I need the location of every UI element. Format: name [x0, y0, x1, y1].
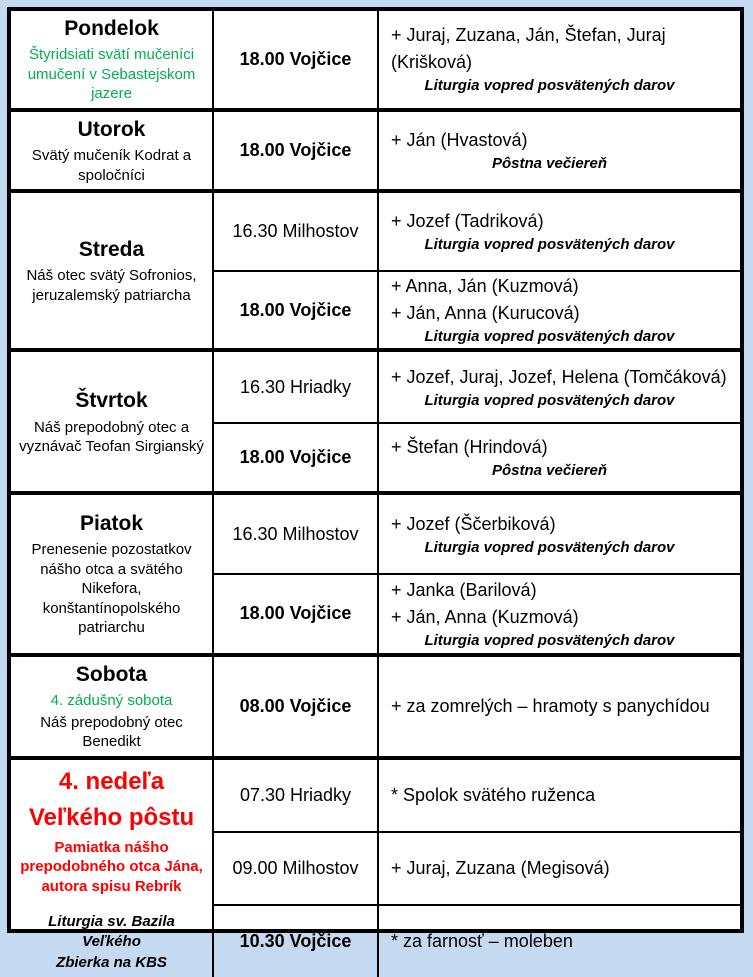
day-cell-nedela: 4. nedeľa Veľkého pôstu Pamiatka nášho p… — [11, 759, 214, 977]
time-place: 07.30 Hriadky — [214, 759, 379, 831]
service-row: 18.00 Vojčice + Juraj, Zuzana, Ján, Štef… — [214, 11, 740, 108]
services: 18.00 Vojčice + Juraj, Zuzana, Ján, Štef… — [214, 11, 740, 108]
intention-cell: + Jozef, Juraj, Jozef, Helena (Tomčáková… — [379, 352, 740, 422]
day-name: Utorok — [77, 117, 146, 141]
day-row-nedela: 4. nedeľa Veľkého pôstu Pamiatka nášho p… — [11, 755, 740, 977]
intention-cell: + Juraj, Zuzana, Ján, Štefan, Juraj (Kri… — [379, 11, 740, 108]
intention-line: + Juraj, Zuzana, Ján, Štefan, Juraj (Kri… — [391, 25, 666, 73]
day-cell-stvrtok: Štvrtok Náš prepodobný otec a vyznávač T… — [11, 352, 214, 492]
services: 16.30 Milhostov + Jozef (Ščerbiková) Lit… — [214, 495, 740, 653]
feast-description: Náš prepodobný otec a vyznávač Teofan Si… — [19, 418, 204, 456]
day-name: Piatok — [79, 512, 144, 536]
day-name: Štvrtok — [75, 389, 148, 413]
day-name: Streda — [78, 238, 145, 262]
intention-cell: + Janka (Barilová) + Ján, Anna (Kuzmová)… — [379, 575, 740, 653]
liturgical-schedule-table: Pondelok Štyridsiati svätí mučeníci umuč… — [7, 7, 744, 977]
day-row-streda: Streda Náš otec svätý Sofronios, jeruzal… — [11, 189, 740, 349]
time-place: 18.00 Vojčice — [214, 424, 379, 492]
day-cell-piatok: Piatok Prenesenie pozostatkov nášho otca… — [11, 495, 214, 653]
feast-description: Svätý mučeník Kodrat a spoločníci — [31, 147, 192, 184]
time-place: 18.00 Vojčice — [214, 271, 379, 349]
feast-description: Náš otec svätý Sofronios, jeruzalemský p… — [26, 267, 197, 304]
time-place: 18.00 Vojčice — [214, 11, 379, 108]
day-name: Sobota — [75, 662, 148, 686]
intention-cell: + Jozef (Tadriková) Liturgia vopred posv… — [379, 193, 740, 270]
day-row-sobota: Sobota 4. zádušný sobota Náš prepodobný … — [11, 652, 740, 756]
service-row: 16.30 Milhostov + Jozef (Tadriková) Litu… — [214, 193, 740, 270]
day-name: 4. nedeľa Veľkého pôstu — [28, 767, 195, 831]
service-row: 18.00 Vojčice + Anna, Ján (Kuzmová) + Já… — [214, 269, 740, 349]
service-row: 16.30 Milhostov + Jozef (Ščerbiková) Lit… — [214, 495, 740, 574]
time-place: 09.00 Milhostov — [214, 832, 379, 904]
intention-line: + Štefan (Hrindová) — [391, 437, 548, 458]
liturgy-note: Liturgia sv. Bazila Veľkého Zbierka na K… — [17, 912, 206, 973]
service-note: Liturgia vopred posvätených darov — [424, 631, 675, 649]
intention-line: + Jozef, Juraj, Jozef, Helena (Tomčáková… — [391, 366, 727, 387]
intention-line: + Ján (Hvastová) — [391, 129, 528, 150]
intention-line: + za zomrelých – hramoty s panychídou — [391, 695, 710, 716]
intention-line: * za farnosť – moleben — [391, 930, 573, 951]
service-note: Liturgia vopred posvätených darov — [424, 77, 675, 95]
day-row-piatok: Piatok Prenesenie pozostatkov nášho otca… — [11, 491, 740, 653]
service-row: 08.00 Vojčice + za zomrelých – hramoty s… — [214, 656, 740, 756]
time-place: 16.30 Milhostov — [214, 193, 379, 270]
services: 08.00 Vojčice + za zomrelých – hramoty s… — [214, 656, 740, 756]
services: 07.30 Hriadky * Spolok svätého ruženca 0… — [214, 759, 740, 977]
intention-line: + Janka (Barilová) — [391, 579, 537, 600]
intention-line: + Juraj, Zuzana (Megisová) — [391, 857, 610, 878]
service-note: Liturgia vopred posvätených darov — [424, 391, 675, 409]
intention-cell: + za zomrelých – hramoty s panychídou — [379, 657, 740, 756]
intention-line: + Jozef (Tadriková) — [391, 210, 544, 231]
intention-line: + Anna, Ján (Kuzmová) — [391, 276, 579, 296]
service-row: 10.30 Vojčice * za farnosť – moleben — [214, 903, 740, 977]
intention-cell: * za farnosť – moleben — [379, 906, 740, 977]
day-cell-streda: Streda Náš otec svätý Sofronios, jeruzal… — [11, 193, 214, 349]
time-place: 08.00 Vojčice — [214, 656, 379, 756]
intention-cell: + Juraj, Zuzana (Megisová) — [379, 833, 740, 904]
service-note: Pôstna večiereň — [491, 462, 608, 480]
day-row-utorok: Utorok Svätý mučeník Kodrat a spoločníci… — [11, 107, 740, 190]
time-place: 16.30 Hriadky — [214, 352, 379, 423]
intention-cell: + Anna, Ján (Kuzmová) + Ján, Anna (Kuruc… — [379, 272, 740, 349]
feast-description-green: Štyridsiati svätí mučeníci umučení v Seb… — [27, 46, 196, 103]
feast-description: Prenesenie pozostatkov nášho otca a svät… — [31, 541, 192, 637]
service-row: 18.00 Vojčice + Ján (Hvastová) Pôstna ve… — [214, 111, 740, 190]
service-row: 07.30 Hriadky * Spolok svätého ruženca — [214, 759, 740, 831]
day-cell-sobota: Sobota 4. zádušný sobota Náš prepodobný … — [11, 656, 214, 756]
intention-cell: + Jozef (Ščerbiková) Liturgia vopred pos… — [379, 495, 740, 573]
intention-line: + Jozef (Ščerbiková) — [391, 513, 556, 534]
services: 16.30 Milhostov + Jozef (Tadriková) Litu… — [214, 193, 740, 349]
time-place: 18.00 Vojčice — [214, 575, 379, 653]
time-place: 16.30 Milhostov — [214, 495, 379, 574]
intention-cell: + Ján (Hvastová) Pôstna večiereň — [379, 112, 740, 189]
service-note: Pôstna večiereň — [491, 154, 608, 172]
services: 18.00 Vojčice + Ján (Hvastová) Pôstna ve… — [214, 111, 740, 190]
feast-description: Náš prepodobný otec Benedikt — [40, 713, 183, 751]
service-note: Liturgia vopred posvätených darov — [424, 538, 675, 556]
service-row: 16.30 Hriadky + Jozef, Juraj, Jozef, Hel… — [214, 352, 740, 423]
day-name: Pondelok — [64, 17, 159, 40]
time-place: 10.30 Vojčice — [214, 905, 379, 977]
page-background: Pondelok Štyridsiati svätí mučeníci umuč… — [7, 7, 744, 977]
service-row: 18.00 Vojčice + Štefan (Hrindová) Pôstna… — [214, 422, 740, 492]
service-note: Liturgia vopred posvätených darov — [424, 328, 675, 345]
day-cell-utorok: Utorok Svätý mučeník Kodrat a spoločníci — [11, 111, 214, 190]
intention-line: + Ján, Anna (Kuzmová) — [391, 606, 579, 627]
day-cell-pondelok: Pondelok Štyridsiati svätí mučeníci umuč… — [11, 11, 214, 108]
time-place: 18.00 Vojčice — [214, 111, 379, 190]
service-row: 18.00 Vojčice + Janka (Barilová) + Ján, … — [214, 573, 740, 653]
day-row-pondelok: Pondelok Štyridsiati svätí mučeníci umuč… — [11, 11, 740, 108]
service-note: Liturgia vopred posvätených darov — [424, 235, 675, 253]
liturgy-note-line: Liturgia sv. Bazila Veľkého — [48, 913, 175, 951]
feast-description-red: Pamiatka nášho prepodobného otca Jána, a… — [20, 838, 203, 895]
intention-line: + Ján, Anna (Kurucová) — [391, 303, 580, 323]
services: 16.30 Hriadky + Jozef, Juraj, Jozef, Hel… — [214, 352, 740, 492]
liturgy-note-line: Zbierka na KBS — [56, 953, 167, 971]
day-row-stvrtok: Štvrtok Náš prepodobný otec a vyznávač T… — [11, 348, 740, 492]
intention-line: * Spolok svätého ruženca — [391, 784, 596, 805]
intention-cell: * Spolok svätého ruženca — [379, 760, 740, 831]
feast-description-green: 4. zádušný sobota — [50, 692, 173, 710]
intention-cell: + Štefan (Hrindová) Pôstna večiereň — [379, 424, 740, 491]
service-row: 09.00 Milhostov + Juraj, Zuzana (Megisov… — [214, 830, 740, 904]
